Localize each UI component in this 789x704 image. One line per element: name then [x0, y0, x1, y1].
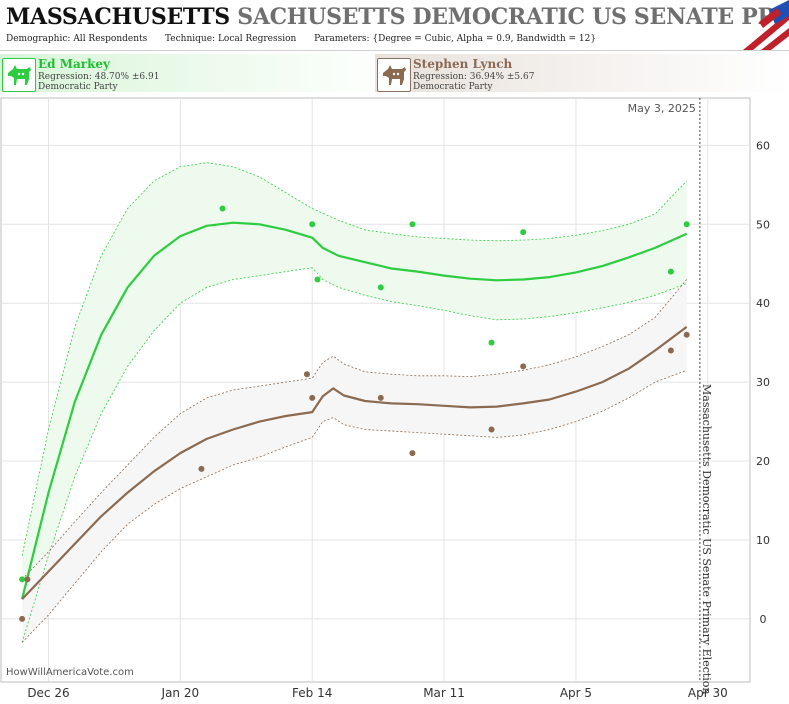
- election-date-label: May 3, 2025: [628, 102, 696, 115]
- poll-point: [488, 426, 495, 433]
- title-race: SACHUSETTS DEMOCRATIC US SENATE PRIM: [237, 4, 789, 30]
- x-tick-label: Feb 14: [292, 686, 332, 700]
- us-flag-icon: [739, 0, 789, 50]
- y-tick-label: 10: [756, 534, 770, 547]
- confidence-band: [22, 279, 687, 643]
- poll-point: [409, 450, 416, 457]
- candidate-regression: Regression: 48.70% ±6.91: [38, 72, 160, 82]
- demographic-label: Demographic:: [6, 34, 71, 44]
- poll-point: [683, 331, 690, 338]
- demographic-value: All Respondents: [73, 34, 148, 44]
- poll-point: [309, 221, 316, 228]
- poll-point: [377, 394, 384, 401]
- poll-point: [303, 371, 310, 378]
- candidate-strip: Ed Markey Regression: 48.70% ±6.91 Democ…: [0, 50, 789, 94]
- poll-point: [19, 615, 26, 622]
- poll-point: [377, 284, 384, 291]
- candidate-name: Stephen Lynch: [413, 57, 513, 71]
- poll-point: [520, 229, 527, 236]
- poll-point: [488, 339, 495, 346]
- poll-point: [520, 363, 527, 370]
- parameters-value: {Degree = Cubic, Alpha = 0.9, Bandwidth …: [372, 34, 597, 44]
- x-tick-label: Apr 5: [560, 686, 592, 700]
- confidence-band: [22, 162, 687, 643]
- parameters-label: Parameters:: [314, 34, 370, 44]
- poll-point: [24, 576, 31, 583]
- poll-point: [198, 465, 205, 472]
- site-watermark: HowWillAmericaVote.com: [6, 667, 134, 678]
- x-tick-label: Jan 20: [161, 686, 200, 700]
- technique-value: Local Regression: [217, 34, 297, 44]
- poll-point: [667, 347, 674, 354]
- y-tick-label: 20: [756, 455, 770, 468]
- y-tick-label: 0: [760, 613, 767, 626]
- title-state: MASSACHUSETTS: [6, 4, 230, 30]
- candidate-party: Democratic Party: [38, 82, 118, 92]
- regression-line: [21, 221, 688, 600]
- poll-point: [409, 221, 416, 228]
- candidate-card-markey: Ed Markey Regression: 48.70% ±6.91 Democ…: [0, 54, 395, 92]
- poll-point: [314, 276, 321, 283]
- candidate-party: Democratic Party: [413, 82, 493, 92]
- candidate-name: Ed Markey: [38, 57, 111, 71]
- upper-bound-line: [21, 279, 688, 580]
- candidate-regression: Regression: 36.94% ±5.67: [413, 72, 535, 82]
- x-tick-label: Apr 30: [688, 686, 728, 700]
- poll-point: [19, 576, 26, 583]
- y-tick-label: 60: [756, 139, 770, 152]
- donkey-icon: [377, 58, 411, 92]
- x-tick-label: Dec 26: [27, 686, 69, 700]
- poll-point: [683, 221, 690, 228]
- header: MASSACHUSETTS SACHUSETTS DEMOCRATIC US S…: [0, 0, 789, 51]
- upper-bound-line: [21, 162, 687, 556]
- page-title: MASSACHUSETTS SACHUSETTS DEMOCRATIC US S…: [6, 4, 789, 30]
- poll-point: [219, 205, 226, 212]
- lower-bound-line: [21, 369, 687, 643]
- poll-point: [667, 268, 674, 275]
- poll-point: [309, 394, 316, 401]
- parameters-line: Demographic: All Respondents Technique: …: [6, 34, 596, 44]
- poll-chart: 0 10 20 30 40 50 60 Dec 26 Jan 20 Feb 14 Mar 11 Apr…: [0, 97, 770, 700]
- y-tick-label: 40: [756, 297, 770, 310]
- x-tick-label: Mar 11: [423, 686, 465, 700]
- candidate-card-lynch: Stephen Lynch Regression: 36.94% ±5.67 D…: [375, 54, 789, 92]
- y-tick-label: 30: [756, 376, 770, 389]
- regression-line: [21, 326, 688, 600]
- technique-label: Technique:: [165, 34, 216, 44]
- y-tick-label: 50: [756, 218, 770, 231]
- election-vertical-label: Massachusetts Democratic US Senate Prima…: [700, 384, 713, 695]
- donkey-icon: [2, 58, 36, 92]
